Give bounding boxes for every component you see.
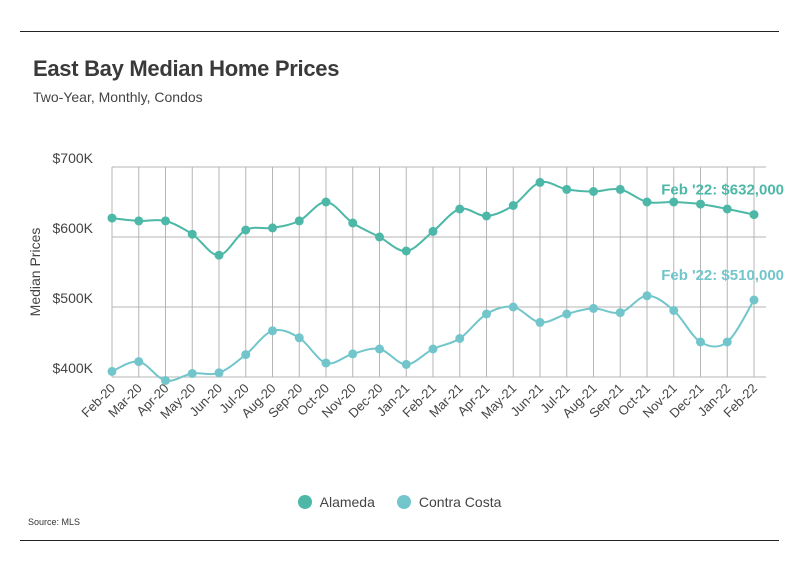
data-point-alameda bbox=[508, 201, 518, 210]
data-point-alameda bbox=[375, 232, 384, 242]
y-tick-label: $700K bbox=[53, 150, 94, 166]
data-point-contra-costa bbox=[348, 349, 358, 359]
data-point-alameda bbox=[187, 229, 197, 239]
legend: Alameda Contra Costa bbox=[0, 494, 799, 510]
data-point-alameda bbox=[107, 213, 117, 223]
data-point-contra-costa bbox=[642, 291, 652, 301]
legend-swatch-contra-costa bbox=[396, 495, 411, 509]
data-point-contra-costa bbox=[401, 359, 411, 369]
data-point-contra-costa bbox=[562, 309, 572, 319]
y-tick-label: $600K bbox=[53, 220, 94, 236]
data-point-alameda bbox=[562, 184, 572, 194]
data-point-alameda bbox=[535, 177, 545, 187]
data-point-contra-costa bbox=[615, 308, 625, 318]
data-point-contra-costa bbox=[214, 368, 224, 378]
bottom-rule bbox=[20, 540, 779, 541]
legend-label-alameda: Alameda bbox=[319, 494, 375, 510]
data-point-alameda bbox=[428, 226, 438, 236]
legend-item-contra-costa: Contra Costa bbox=[396, 494, 502, 510]
data-point-alameda bbox=[294, 216, 304, 226]
data-point-alameda bbox=[401, 246, 411, 256]
data-point-contra-costa bbox=[161, 376, 170, 385]
data-point-contra-costa bbox=[669, 306, 679, 315]
data-point-contra-costa bbox=[187, 369, 197, 378]
data-point-contra-costa bbox=[589, 303, 598, 313]
data-point-alameda bbox=[482, 211, 491, 221]
data-point-alameda bbox=[214, 250, 224, 260]
legend-label-contra-costa: Contra Costa bbox=[418, 494, 502, 510]
y-tick-label: $400K bbox=[53, 360, 94, 376]
data-point-alameda bbox=[642, 197, 652, 207]
data-point-alameda bbox=[321, 197, 331, 207]
data-point-alameda bbox=[749, 210, 759, 220]
data-point-contra-costa bbox=[428, 344, 438, 354]
data-point-contra-costa bbox=[268, 326, 277, 336]
data-point-contra-costa bbox=[749, 295, 759, 305]
y-axis-title: Median Prices bbox=[27, 228, 43, 317]
legend-swatch-alameda bbox=[297, 495, 312, 509]
data-point-alameda bbox=[348, 218, 358, 228]
data-point-contra-costa bbox=[535, 317, 545, 327]
legend-item-alameda: Alameda bbox=[297, 494, 375, 510]
data-point-contra-costa bbox=[508, 302, 518, 312]
data-point-contra-costa bbox=[375, 344, 384, 354]
data-point-contra-costa bbox=[696, 337, 705, 347]
end-value-annotation: Feb '22: $632,000 bbox=[661, 182, 784, 199]
data-point-contra-costa bbox=[241, 350, 251, 360]
data-point-contra-costa bbox=[722, 337, 732, 347]
data-point-alameda bbox=[455, 204, 465, 214]
data-point-alameda bbox=[161, 216, 170, 226]
chart-subtitle: Two-Year, Monthly, Condos bbox=[33, 89, 203, 105]
data-point-alameda bbox=[615, 184, 625, 194]
source-note: Source: MLS bbox=[28, 517, 81, 527]
data-point-alameda bbox=[669, 197, 679, 207]
data-point-alameda bbox=[589, 187, 598, 196]
top-rule bbox=[20, 31, 779, 32]
end-value-annotation: Feb '22: $510,000 bbox=[661, 267, 784, 284]
data-point-alameda bbox=[134, 216, 144, 226]
data-point-contra-costa bbox=[321, 358, 331, 368]
y-tick-label: $500K bbox=[53, 290, 94, 306]
data-point-alameda bbox=[696, 199, 705, 209]
data-point-contra-costa bbox=[455, 334, 465, 343]
data-point-contra-costa bbox=[107, 366, 117, 376]
data-point-contra-costa bbox=[134, 357, 144, 367]
data-point-alameda bbox=[241, 225, 251, 235]
data-point-alameda bbox=[722, 204, 732, 214]
data-point-alameda bbox=[268, 223, 277, 233]
data-point-contra-costa bbox=[294, 333, 304, 343]
data-point-contra-costa bbox=[482, 309, 491, 319]
chart-title: East Bay Median Home Prices bbox=[33, 56, 340, 81]
